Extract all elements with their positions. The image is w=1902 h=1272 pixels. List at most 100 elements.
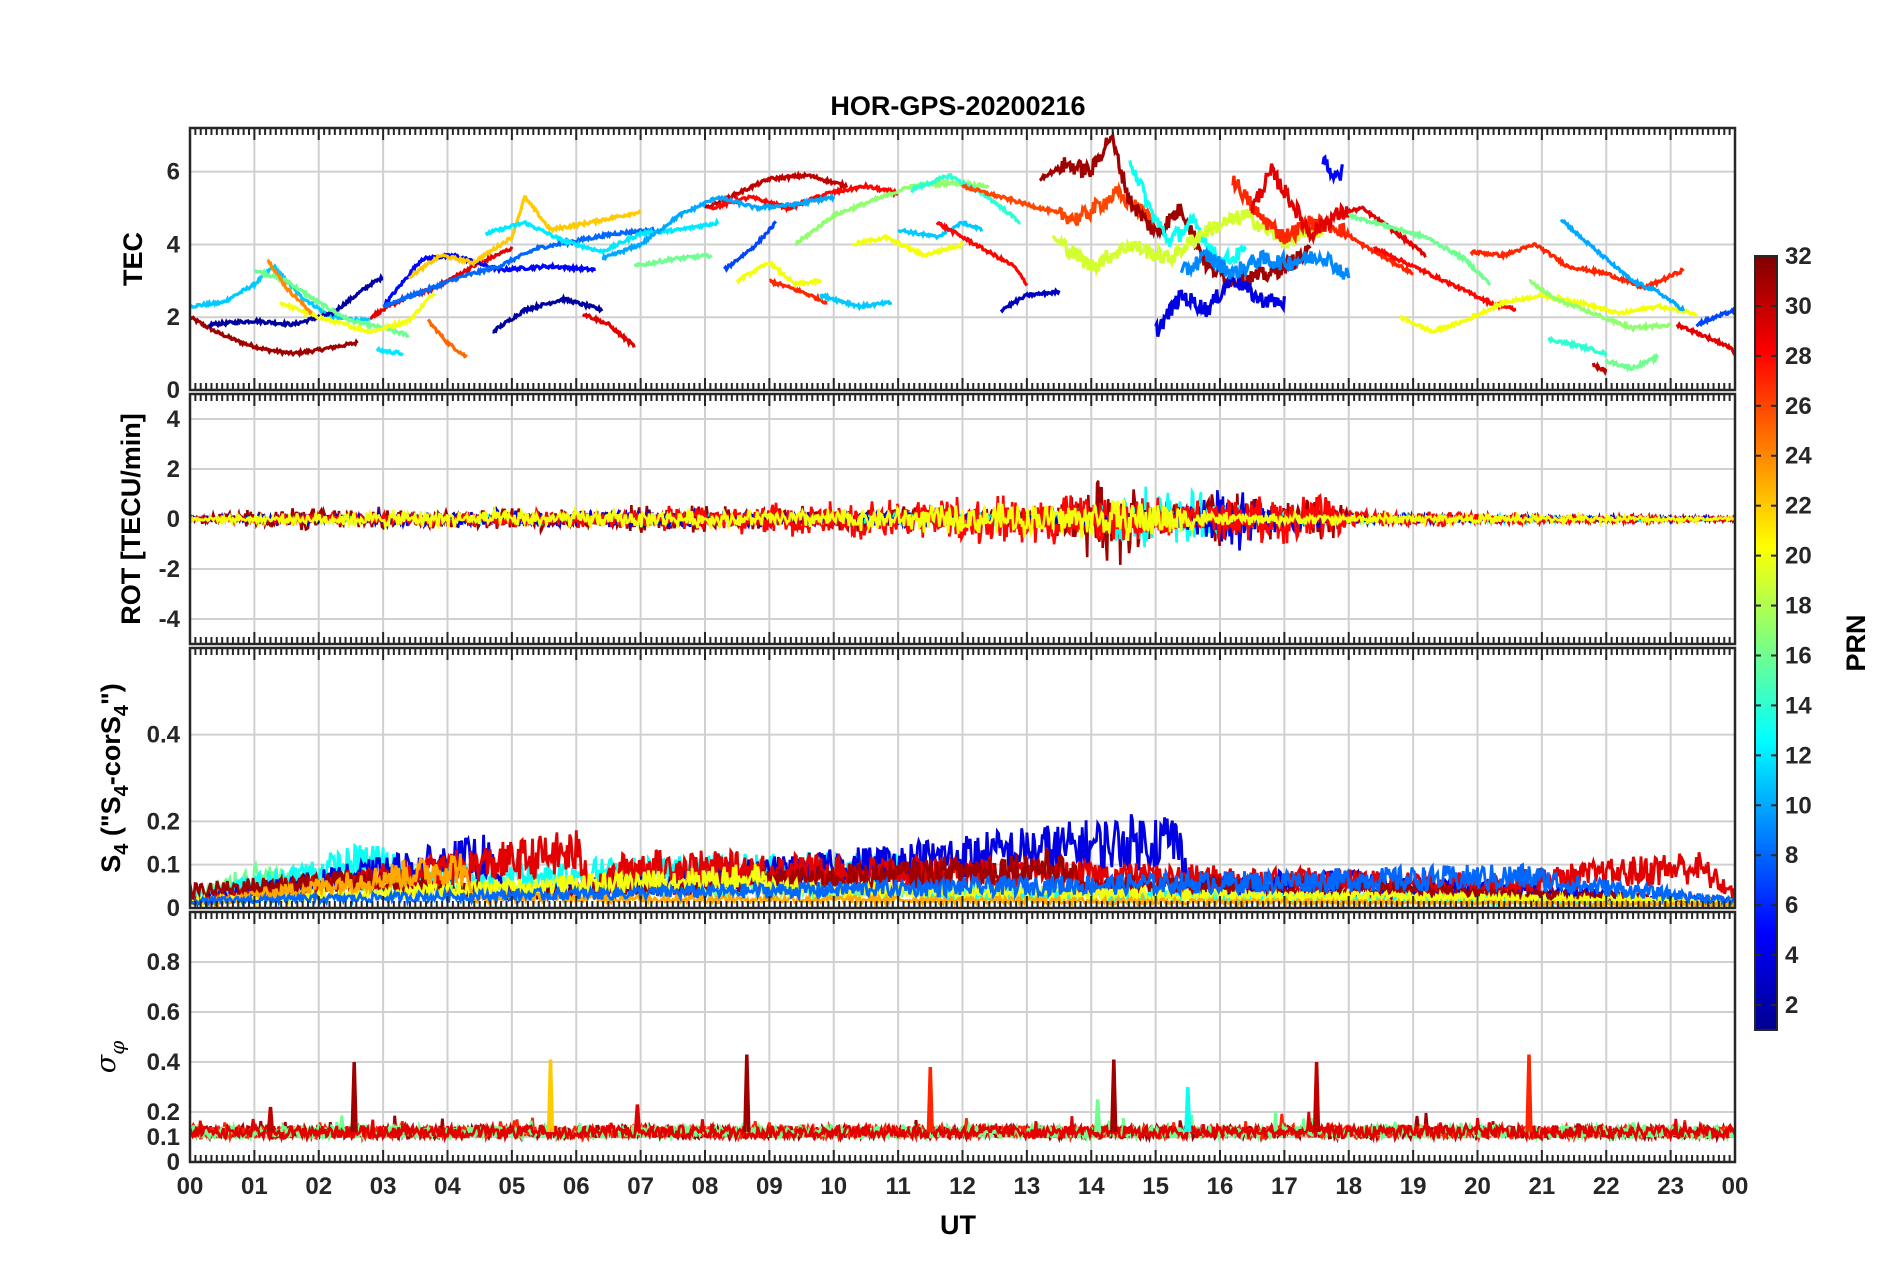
tec-series-prn-25 <box>426 318 468 359</box>
x-tick-label: 17 <box>1271 1173 1298 1200</box>
tec-series-prn-28 <box>935 220 1029 287</box>
tec-series-prn-20 <box>851 233 964 259</box>
tec-series-prn-16 <box>633 252 713 268</box>
series-group <box>190 480 1735 565</box>
y-tick-label: 0.1 <box>147 1124 180 1151</box>
tec-series-prn-10 <box>1559 218 1686 312</box>
x-tick-label: 12 <box>949 1173 976 1200</box>
y-tick-label: 4 <box>167 231 181 258</box>
tec-series-prn-14 <box>1547 335 1608 358</box>
sigphi-spike <box>546 1059 555 1133</box>
y-tick-label: 0 <box>167 506 180 533</box>
x-tick-label: 22 <box>1593 1173 1620 1200</box>
y-tick-label: 0.4 <box>147 1049 181 1076</box>
colorbar-tick-label: 24 <box>1785 443 1812 470</box>
tec-series-prn-16 <box>1604 352 1659 373</box>
y-tick-label: 0.4 <box>147 722 181 749</box>
x-tick-label: 08 <box>692 1173 719 1200</box>
y-tick-label: 0.2 <box>147 808 180 835</box>
sigphi-spike <box>266 1106 275 1133</box>
tec-series-prn-30 <box>1591 361 1608 377</box>
x-tick-label: 07 <box>627 1173 654 1200</box>
sigphi-spike <box>1094 1099 1102 1133</box>
tec-series-prn-20 <box>279 292 436 335</box>
sigphi-spike <box>1110 1059 1118 1133</box>
y-axis-label: σφ <box>91 1041 129 1073</box>
x-tick-label: 00 <box>177 1173 204 1200</box>
x-tick-label: 13 <box>1014 1173 1041 1200</box>
x-tick-label: 02 <box>305 1173 332 1200</box>
colorbar-scale <box>1754 255 1778 1031</box>
colorbar-tick-label: 32 <box>1785 243 1812 270</box>
panel-s4: 0 0.1 0.2 0.4 S4 ("S4-corS4") <box>96 646 1737 922</box>
x-tick-label: 21 <box>1529 1173 1556 1200</box>
tec-series-prn-29 <box>581 312 636 349</box>
colorbar-tick-label: 4 <box>1785 942 1799 969</box>
colorbar-tick-label: 14 <box>1785 692 1812 719</box>
tec-series-prn-30 <box>703 170 849 210</box>
tec-series-prn-27 <box>769 277 828 305</box>
tec-series-prn-31 <box>1038 131 1312 290</box>
x-tick-label: 19 <box>1400 1173 1427 1200</box>
rot-series-prn-20 <box>190 499 1735 541</box>
tec-series-prn-3 <box>999 287 1061 314</box>
panel-rot: 4 2 0 -2 -4 ROT [TECU/min] <box>116 392 1737 646</box>
tec-series-prn-10 <box>601 192 836 262</box>
y-axis-label: ROT [TECU/min] <box>116 413 146 624</box>
colorbar-tick-label: 22 <box>1785 493 1812 520</box>
tec-series-prn-29 <box>1250 163 1427 259</box>
x-tick-label: 10 <box>820 1173 847 1200</box>
y-axis-label: TEC <box>118 232 148 286</box>
x-tick-label: 20 <box>1464 1173 1491 1200</box>
tec-series-prn-27 <box>1231 175 1414 276</box>
x-tick-label: 18 <box>1335 1173 1362 1200</box>
y-tick-label: 0 <box>167 377 180 404</box>
sigphi-series-prn-29 <box>190 1111 1735 1144</box>
x-tick-label: 04 <box>434 1173 461 1200</box>
colorbar-tick-label: 16 <box>1785 642 1812 669</box>
tec-series-prn-14 <box>910 173 1021 225</box>
x-tick-label: 05 <box>499 1173 526 1200</box>
x-tick-label: 01 <box>241 1173 268 1200</box>
x-tick-label: 03 <box>370 1173 397 1200</box>
sigphi-spike <box>1312 1061 1321 1133</box>
y-axis-label: S4 ("S4-corS4") <box>96 683 133 873</box>
tec-series-prn-9 <box>1179 246 1351 280</box>
colorbar-tick-label: 6 <box>1785 892 1798 919</box>
x-tick-label: 06 <box>563 1173 590 1200</box>
tec-series-prn-20 <box>735 260 823 290</box>
tec-series-prn-11 <box>897 220 984 241</box>
colorbar-tick-label: 30 <box>1785 293 1812 320</box>
y-tick-label: 2 <box>167 456 180 483</box>
tec-series-prn-31 <box>190 315 359 359</box>
panel-tec: 0 2 4 6 TEC <box>118 126 1737 404</box>
x-tick-label: 09 <box>756 1173 783 1200</box>
y-tick-label: 6 <box>167 159 180 186</box>
sigphi-spike <box>633 1104 642 1133</box>
tec-series-prn-28 <box>1372 246 1517 313</box>
x-tick-label: 16 <box>1207 1173 1234 1200</box>
sigphi-spike <box>926 1066 934 1133</box>
tec-series-prn-2 <box>492 293 604 334</box>
colorbar-tick-label: 26 <box>1785 393 1812 420</box>
colorbar-tick-label: 18 <box>1785 593 1812 620</box>
sigphi-spike <box>350 1061 358 1133</box>
chart-title: HOR-GPS-20200216 <box>830 91 1085 121</box>
tec-series-prn-29 <box>1675 321 1735 356</box>
colorbar-tick-label: 28 <box>1785 343 1812 370</box>
x-tick-label: 14 <box>1078 1173 1105 1200</box>
tec-series-prn-7 <box>723 220 778 274</box>
tec-series-prn-7 <box>1695 307 1735 328</box>
sigphi-spike <box>1184 1086 1192 1133</box>
x-tick-label: 00 <box>1722 1173 1749 1200</box>
colorbar-tick-label: 20 <box>1785 543 1812 570</box>
colorbar-tick-label: 12 <box>1785 742 1812 769</box>
y-tick-label: -4 <box>159 606 181 633</box>
y-tick-label: 0.2 <box>147 1099 180 1126</box>
y-tick-label: -2 <box>159 556 180 583</box>
tec-series-prn-2 <box>207 273 384 329</box>
colorbar-label: PRN <box>1841 614 1871 671</box>
tec-series-prn-11 <box>819 292 893 312</box>
